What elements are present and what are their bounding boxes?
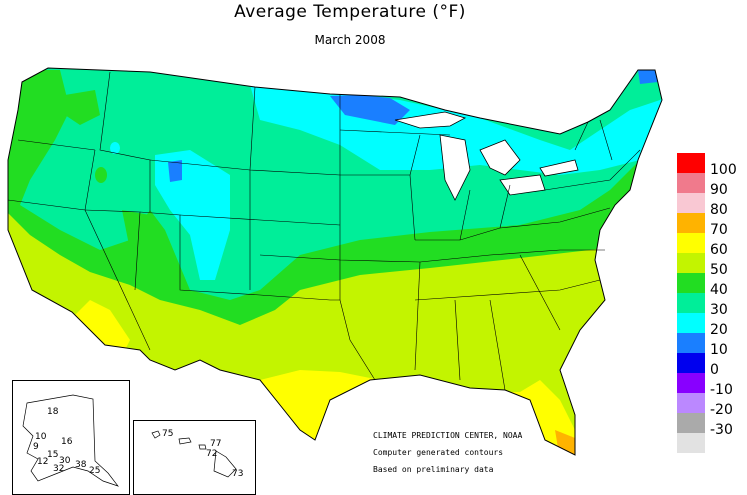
hawaii-outline [151, 430, 237, 478]
alaska-temp-label: 15 [47, 450, 59, 460]
legend-label: 50 [710, 262, 728, 278]
temperature-legend: 100 90 80 70 60 50 40 30 20 10 0 -10 -20 -30 [677, 153, 747, 453]
legend-swatch [677, 393, 705, 413]
credits-block: CLIMATE PREDICTION CENTER, NOAA Computer… [373, 431, 522, 482]
alaska-temp-label: 18 [47, 407, 59, 417]
hawaii-temp-label: 72 [206, 449, 218, 459]
legend-swatch [677, 313, 705, 333]
legend-label: 0 [710, 362, 719, 378]
legend-swatch [677, 213, 705, 233]
legend-swatch [677, 333, 705, 353]
zone-40-to-50-islands [65, 90, 155, 250]
legend-row: 40 [677, 273, 747, 297]
legend-row: 10 [677, 333, 747, 357]
legend-label: 60 [710, 242, 728, 258]
credit-data-note: Based on preliminary data [373, 465, 494, 474]
legend-label: 80 [710, 202, 728, 218]
legend-row: -10 [677, 373, 747, 397]
map-title: Average Temperature (°F) [234, 2, 466, 22]
legend-label: 20 [710, 322, 728, 338]
legend-label: 40 [710, 282, 728, 298]
great-lakes [394, 111, 579, 201]
state-boundaries [7, 67, 663, 456]
credit-method: Computer generated contours [373, 448, 504, 457]
legend-label: -30 [710, 422, 733, 438]
zone-20-to-30-rockies [110, 142, 230, 280]
legend-row: 30 [677, 293, 747, 317]
legend-swatch [677, 253, 705, 273]
legend-label: -10 [710, 382, 733, 398]
legend-row: 20 [677, 313, 747, 337]
legend-swatch [677, 153, 705, 173]
legend-swatch [677, 353, 705, 373]
alaska-temp-label: 30 [59, 456, 71, 466]
legend-row: 80 [677, 193, 747, 217]
credit-agency: CLIMATE PREDICTION CENTER, NOAA [373, 431, 523, 440]
legend-swatch [677, 413, 705, 433]
alaska-temp-label: 10 [35, 432, 47, 442]
legend-swatch [677, 173, 705, 193]
legend-label: 30 [710, 302, 728, 318]
legend-row: 0 [677, 353, 747, 377]
legend-row: 60 [677, 233, 747, 257]
alaska-temp-label: 25 [89, 466, 101, 476]
legend-row: 100 [677, 153, 747, 177]
legend-swatch [677, 293, 705, 313]
hawaii-inset: 75 77 72 73 [133, 420, 256, 495]
hawaii-temp-label: 77 [210, 439, 222, 449]
legend-row: -20 [677, 393, 747, 417]
legend-swatch [677, 273, 705, 293]
alaska-temp-label: 9 [33, 442, 39, 452]
hawaii-temp-label: 73 [232, 469, 244, 479]
alaska-temp-label: 38 [75, 460, 87, 470]
alaska-temp-label: 16 [61, 437, 73, 447]
legend-row: -30 [677, 413, 747, 437]
legend-label: -20 [710, 402, 733, 418]
alaska-temp-label: 32 [53, 464, 65, 474]
legend-row: 90 [677, 173, 747, 197]
legend-label: 70 [710, 222, 728, 238]
hawaii-temp-label: 75 [162, 429, 174, 439]
alaska-temp-label: 12 [37, 457, 49, 467]
legend-label: 10 [710, 342, 728, 358]
legend-row: 50 [677, 253, 747, 277]
alaska-inset: 18 10 9 16 15 30 12 32 38 25 [12, 380, 130, 495]
legend-label: 100 [710, 162, 737, 178]
legend-swatch [677, 373, 705, 393]
legend-swatch [677, 233, 705, 253]
legend-row: 70 [677, 213, 747, 237]
map-subtitle: March 2008 [314, 33, 386, 47]
legend-swatch [677, 433, 705, 453]
legend-label: 90 [710, 182, 728, 198]
legend-swatch [677, 193, 705, 213]
legend-row [677, 433, 747, 453]
alaska-outline [22, 394, 119, 487]
